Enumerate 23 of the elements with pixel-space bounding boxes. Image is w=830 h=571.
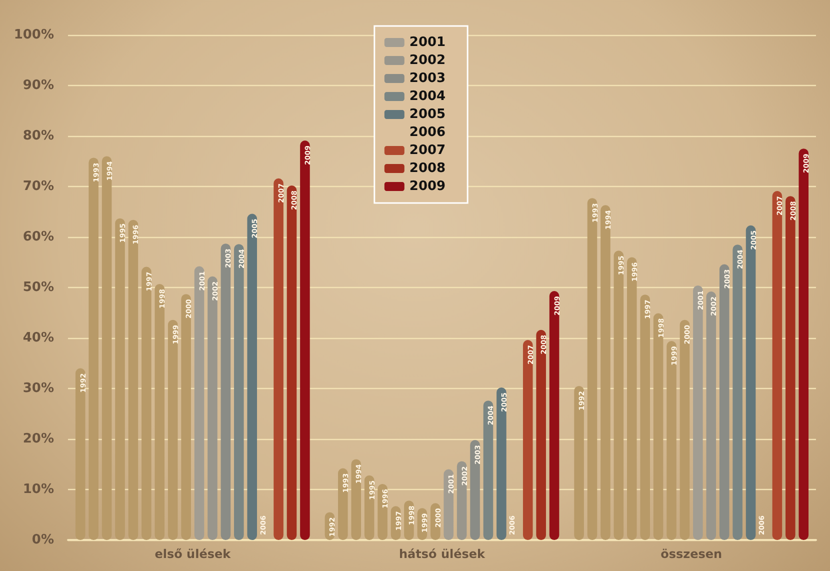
y-tick-label: 80% [22, 128, 54, 144]
legend-label: 2003 [409, 71, 446, 86]
legend-label: 2008 [409, 161, 446, 176]
y-tick-label: 40% [22, 330, 54, 346]
legend-label: 2004 [409, 89, 446, 104]
y-tick-label: 70% [22, 179, 54, 194]
text: 2006 [409, 125, 446, 140]
y-tick-label: 90% [22, 78, 54, 93]
y-tick-label: 100% [14, 28, 54, 42]
y-tick-label: 60% [22, 230, 54, 244]
y-tick-label: 50% [22, 280, 54, 295]
legend-label: 2001 [409, 35, 446, 50]
x-tick-label: összesen [660, 547, 722, 561]
y-tick-label: 10% [22, 482, 54, 497]
x-tick-label: első ülések [154, 547, 232, 561]
legend-label: 2005 [409, 107, 446, 122]
legend-label: 2009 [409, 179, 446, 194]
legend-label: 2007 [409, 143, 446, 158]
y-tick-label: 30% [22, 381, 54, 396]
y-tick-label: 20% [22, 432, 54, 446]
y-tick-label: 0% [32, 532, 54, 548]
x-tick-label: hátsó ülések [399, 547, 486, 561]
legend-label: 2002 [409, 53, 446, 68]
